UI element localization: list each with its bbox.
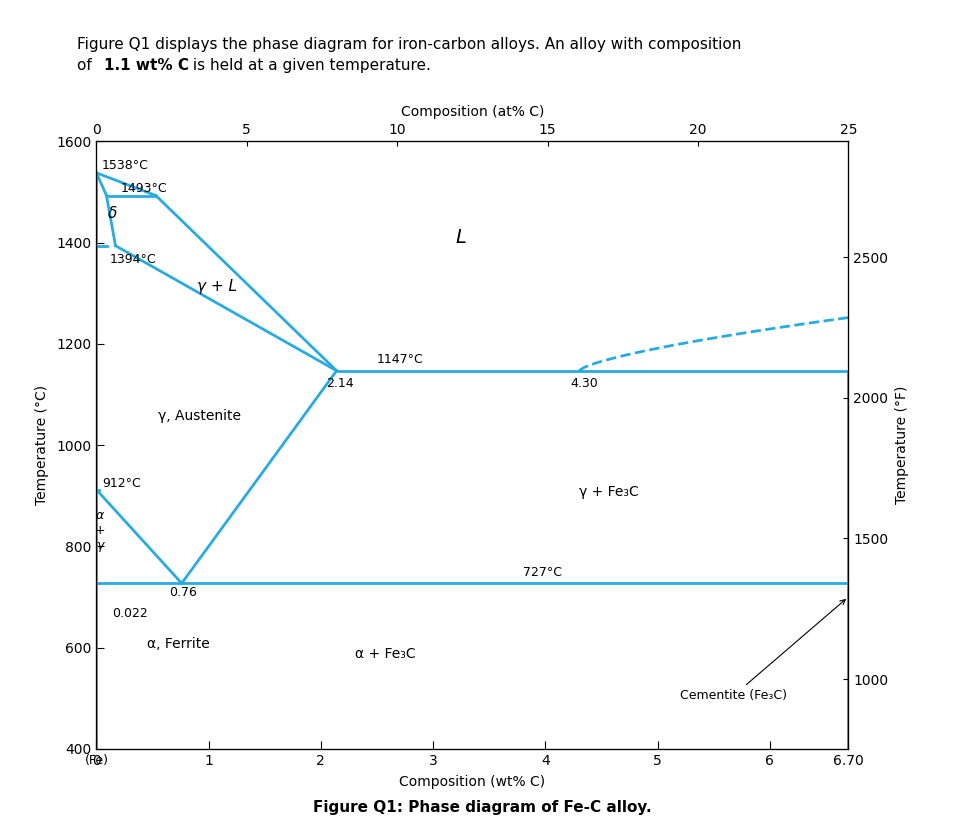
- Y-axis label: Temperature (°F): Temperature (°F): [896, 386, 909, 504]
- Text: 0.76: 0.76: [170, 586, 198, 599]
- Text: 1147°C: 1147°C: [377, 353, 424, 366]
- Y-axis label: Temperature (°C): Temperature (°C): [36, 385, 49, 505]
- Text: 2.14: 2.14: [327, 377, 354, 390]
- Text: 1.1 wt% C: 1.1 wt% C: [104, 58, 189, 73]
- Text: 0.022: 0.022: [112, 607, 147, 620]
- X-axis label: Composition (wt% C): Composition (wt% C): [399, 775, 546, 789]
- Text: δ: δ: [108, 206, 117, 221]
- Text: 1493°C: 1493°C: [121, 182, 168, 195]
- Text: α
+
γ: α + γ: [94, 509, 105, 552]
- X-axis label: Composition (at% C): Composition (at% C): [401, 105, 544, 119]
- Text: is held at a given temperature.: is held at a given temperature.: [188, 58, 431, 73]
- Text: γ + L: γ + L: [198, 279, 237, 294]
- Text: γ + Fe₃C: γ + Fe₃C: [579, 485, 639, 498]
- Text: Cementite (Fe₃C): Cementite (Fe₃C): [680, 600, 845, 702]
- Text: α, Ferrite: α, Ferrite: [147, 636, 209, 651]
- Text: 1538°C: 1538°C: [102, 159, 148, 172]
- Text: L: L: [456, 228, 467, 246]
- Text: 912°C: 912°C: [102, 477, 141, 490]
- Text: γ, Austenite: γ, Austenite: [158, 409, 241, 423]
- Text: α + Fe₃C: α + Fe₃C: [355, 646, 415, 661]
- Text: Figure Q1: Phase diagram of Fe-C alloy.: Figure Q1: Phase diagram of Fe-C alloy.: [312, 800, 652, 815]
- Text: 4.30: 4.30: [570, 377, 598, 390]
- Text: 727°C: 727°C: [522, 566, 562, 579]
- Text: of: of: [77, 58, 96, 73]
- Text: 1394°C: 1394°C: [110, 253, 156, 266]
- Text: (Fe): (Fe): [85, 754, 108, 767]
- Text: Figure Q1 displays the phase diagram for iron-carbon alloys. An alloy with compo: Figure Q1 displays the phase diagram for…: [77, 37, 741, 52]
